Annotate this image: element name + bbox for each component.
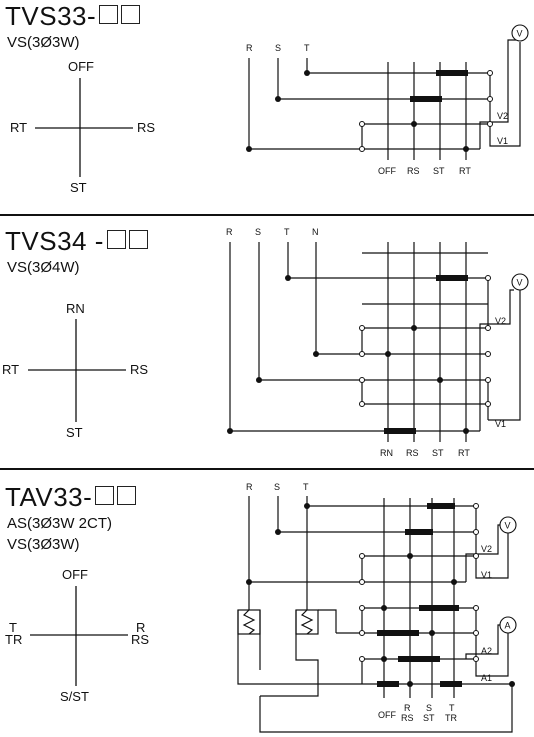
meter-label: V (517, 278, 523, 288)
position-cross (30, 586, 128, 686)
terminal-dots (359, 503, 479, 662)
blank-box-icon (121, 5, 141, 24)
terminal-dots (359, 275, 491, 407)
bus-label: R (246, 482, 253, 492)
section-tvs34: TVS34 - VS(3Ø4W) RN RT RS ST R S T N (0, 216, 534, 468)
position-right-label: RS (131, 632, 150, 647)
contact-label: ST (433, 166, 445, 176)
output-label: A2 (481, 646, 492, 656)
junction-dots (246, 70, 469, 152)
contact-bars (410, 70, 468, 102)
bus-label: S (255, 227, 261, 237)
position-left-top-label: T (9, 620, 17, 635)
contact-label: TR (445, 713, 457, 723)
switch-diagram: R S T (35, 24, 529, 177)
blank-box-icon (99, 5, 119, 24)
position-right-label: RS (130, 362, 149, 377)
contact-labels: OFF RS ST RT (378, 166, 471, 176)
contact-label: ST (432, 448, 444, 458)
contact-bars (384, 275, 468, 434)
contact-label: RS (407, 166, 420, 176)
contact-label: RS (406, 448, 419, 458)
blank-box-icon (95, 486, 115, 505)
contact-label: RT (459, 166, 471, 176)
meter-label: V (505, 521, 511, 531)
junction-dots (227, 275, 469, 434)
bus-label: T (284, 227, 290, 237)
contact-label: ST (423, 713, 435, 723)
contact-label: RN (380, 448, 393, 458)
position-bottom-label: ST (66, 425, 83, 440)
position-top-label: OFF (62, 567, 88, 582)
bus-labels: R S T (246, 482, 309, 492)
position-left-label: RT (10, 120, 28, 135)
meter-v: V (511, 273, 529, 291)
output-label: V2 (497, 111, 508, 121)
contact-label: RT (458, 448, 470, 458)
terminal-dots (359, 70, 493, 152)
contact-labels: OFF R S T RS ST TR (378, 703, 457, 723)
section-title: TVS33- (5, 3, 141, 29)
bus-labels: R S T (246, 43, 310, 53)
bus-label: R (246, 43, 253, 53)
blank-box-icon (106, 230, 126, 249)
section-tvs33: TVS33- VS(3Ø3W) OFF RT RS ST R S T (0, 0, 534, 214)
bus-label: N (312, 227, 319, 237)
position-cross (28, 319, 126, 422)
bus-labels: R S T N (226, 227, 319, 237)
blank-box-icon (117, 486, 137, 505)
position-left-label: TR (5, 632, 23, 647)
contact-label: RS (401, 713, 414, 723)
position-right-top-label: R (136, 620, 146, 635)
wiring (229, 242, 521, 442)
output-label: V1 (497, 136, 508, 146)
output-label: V2 (495, 316, 506, 326)
contact-label: OFF (378, 710, 396, 720)
section-divider (0, 468, 534, 470)
section-subtitle: AS(3Ø3W 2CT) (7, 515, 113, 532)
position-bottom-label: S/ST (60, 689, 89, 704)
meter-a: A (499, 616, 517, 634)
output-label: V2 (481, 544, 492, 554)
output-label: A1 (481, 673, 492, 683)
contact-label: S (426, 703, 432, 713)
output-label: V1 (495, 419, 506, 429)
wiring (248, 39, 521, 160)
contact-labels: RN RS ST RT (380, 448, 470, 458)
section-subtitle: VS(3Ø3W) (7, 536, 80, 553)
contact-bars (377, 503, 462, 687)
section-title: TVS34 - (5, 228, 148, 254)
section-title: TAV33- (5, 484, 137, 510)
position-right-label: RS (137, 120, 156, 135)
bus-label: S (275, 43, 281, 53)
contact-label: T (449, 703, 455, 713)
output-label: V1 (481, 570, 492, 580)
section-subtitle: VS(3Ø3W) (7, 34, 80, 51)
bus-label: R (226, 227, 233, 237)
switch-diagram: R S T N (28, 227, 529, 458)
meter-label: A (505, 621, 511, 631)
bus-label: T (303, 482, 309, 492)
position-top-label: OFF (68, 59, 94, 74)
section-tav33: TAV33- AS(3Ø3W 2CT) VS(3Ø3W) OFF T TR R … (0, 470, 534, 737)
bus-label: T (304, 43, 310, 53)
bus-label: S (274, 482, 280, 492)
meter-v: V (511, 24, 529, 42)
meter-label: V (517, 29, 523, 39)
ct-coils (237, 609, 319, 635)
switch-diagram: R S T (30, 482, 517, 733)
contact-label: OFF (378, 166, 396, 176)
position-cross (35, 78, 133, 177)
junction-dots (246, 503, 515, 687)
position-top-label: RN (66, 301, 85, 316)
position-bottom-label: ST (70, 180, 87, 195)
meter-v: V (499, 516, 517, 534)
blank-box-icon (128, 230, 148, 249)
section-divider (0, 214, 534, 216)
section-subtitle: VS(3Ø4W) (7, 259, 80, 276)
contact-label: R (404, 703, 411, 713)
position-left-label: RT (2, 362, 20, 377)
